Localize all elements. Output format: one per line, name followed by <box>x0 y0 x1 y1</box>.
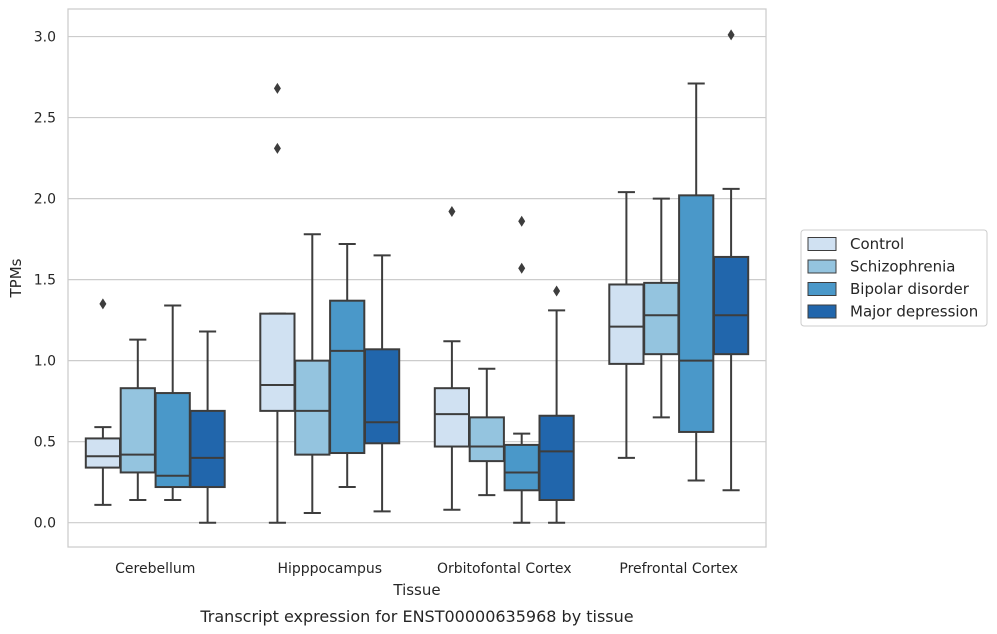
plot-frame <box>67 8 767 548</box>
box-prefrontal-cortex <box>608 191 645 459</box>
iqr-box <box>468 416 505 463</box>
box-prefrontal-cortex <box>643 197 680 419</box>
box-orbitofontal-cortex <box>433 206 471 511</box>
iqr-box <box>259 312 296 412</box>
series-schizophrenia <box>119 197 680 514</box>
x-tick-label: Hipppocampus <box>277 561 382 577</box>
outlier-point <box>273 142 281 154</box>
outlier-point <box>518 215 526 227</box>
chart-caption: Transcript expression for ENST0000063596… <box>199 607 633 626</box>
legend-label: Major depression <box>850 303 978 321</box>
box-cerebellum <box>154 304 191 502</box>
box-cerebellum <box>84 298 122 506</box>
y-tick-labels: 0.0 0.5 1.0 1.5 2.0 2.5 3.0 <box>34 30 56 532</box>
legend: Control Schizophrenia Bipolar disorder Majo… <box>800 229 988 327</box>
iqr-box <box>329 299 366 455</box>
box-cerebellum <box>189 330 226 524</box>
iqr-box <box>678 194 715 433</box>
iqr-box <box>119 387 156 474</box>
outlier-point <box>99 298 107 310</box>
iqr-box <box>643 281 680 356</box>
box-orbitofontal-cortex <box>538 285 575 524</box>
legend-swatch <box>807 237 837 251</box>
y-tick-label: 3.0 <box>34 30 56 46</box>
series-major-depression <box>189 29 750 524</box>
box-orbitofontal-cortex <box>503 215 540 524</box>
legend-label: Bipolar disorder <box>850 280 970 298</box>
legend-swatch <box>807 282 837 296</box>
y-tick-label: 2.5 <box>34 111 56 127</box>
iqr-box <box>433 387 471 448</box>
series-control <box>84 82 645 524</box>
box-hipppocampus <box>363 254 401 513</box>
y-tick-label: 1.5 <box>34 273 56 289</box>
box-hipppocampus <box>329 242 366 489</box>
x-tick-label: Prefrontal Cortex <box>619 561 738 577</box>
iqr-box <box>503 443 540 492</box>
box-orbitofontal-cortex <box>468 367 505 497</box>
iqr-box <box>154 392 191 489</box>
box-groups <box>84 29 750 524</box>
iqr-box <box>538 414 575 502</box>
legend-swatch <box>807 304 837 319</box>
outlier-point <box>273 82 281 94</box>
box-hipppocampus <box>259 82 296 524</box>
legend-frame <box>800 229 988 327</box>
y-tick-label: 0.5 <box>34 435 56 451</box>
iqr-box <box>363 348 401 445</box>
outlier-point <box>518 262 526 274</box>
box-cerebellum <box>119 338 156 502</box>
legend-swatch <box>807 259 837 274</box>
x-tick-label: Cerebellum <box>115 561 195 577</box>
y-tick-label: 2.0 <box>34 192 56 208</box>
y-tick-label: 0.0 <box>34 516 56 532</box>
legend-label: Control <box>850 235 904 253</box>
iqr-box <box>84 437 122 469</box>
x-axis-label: Tissue <box>392 581 440 599</box>
outlier-point <box>448 206 456 218</box>
iqr-box <box>294 359 331 456</box>
box-hipppocampus <box>294 233 331 514</box>
outlier-point <box>727 29 735 41</box>
y-tick-label: 1.0 <box>34 354 56 370</box>
iqr-box <box>712 255 750 356</box>
x-tick-labels: Cerebellum Hipppocampus Orbitofontal Corte… <box>115 561 738 577</box>
outlier-point <box>553 285 561 297</box>
iqr-box <box>608 283 645 365</box>
x-tick-label: Orbitofontal Cortex <box>437 561 572 577</box>
iqr-box <box>189 409 226 489</box>
box-prefrontal-cortex <box>678 82 715 482</box>
legend-label: Schizophrenia <box>850 258 955 276</box>
box-prefrontal-cortex <box>712 29 750 492</box>
y-axis-label: TPMs <box>7 258 25 298</box>
